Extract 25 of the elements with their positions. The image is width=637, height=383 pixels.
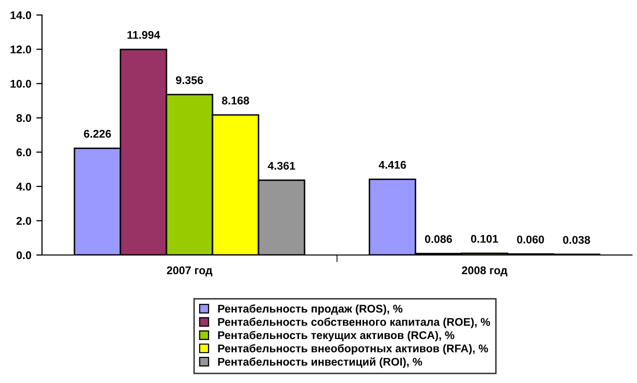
y-tick-label: 14.0 (10, 11, 32, 20)
legend-label: Рентабельность текущих активов (RCA), % (218, 330, 454, 342)
legend-label: Рентабельность продаж (ROS), % (218, 304, 402, 315)
text: 4.416 (378, 160, 406, 169)
x-tick-label: 2007 год (166, 266, 212, 276)
text: 0.101 (471, 234, 498, 243)
legend-label: Рентабельность внеоборотных активов (RFA), % (218, 344, 488, 355)
y-tick-label: 12.0 (10, 46, 32, 54)
text: 0.038 (563, 236, 590, 244)
legend-label: Рентабельность собственного капитала (ROE), % (218, 318, 490, 328)
text: 6.226 (84, 130, 111, 138)
y-tick-label: 2.0 (16, 216, 32, 225)
y-tick-label: 10.0 (10, 80, 32, 88)
y-tick-label: 6.0 (16, 148, 32, 156)
text: 9.356 (176, 76, 203, 84)
y-tick-label: 4.0 (16, 182, 32, 191)
text: 8.168 (222, 96, 250, 104)
text: 4.361 (268, 162, 296, 170)
legend-label: Рентабельность инвестиций (ROI), % (218, 357, 422, 368)
text: 11.994 (127, 30, 160, 39)
text: 0.086 (425, 235, 452, 243)
x-tick-label: 2008 год (462, 266, 508, 276)
text: 0.060 (517, 236, 544, 244)
y-tick-label: 8.0 (16, 114, 32, 122)
y-tick-label: 0.0 (16, 251, 32, 260)
